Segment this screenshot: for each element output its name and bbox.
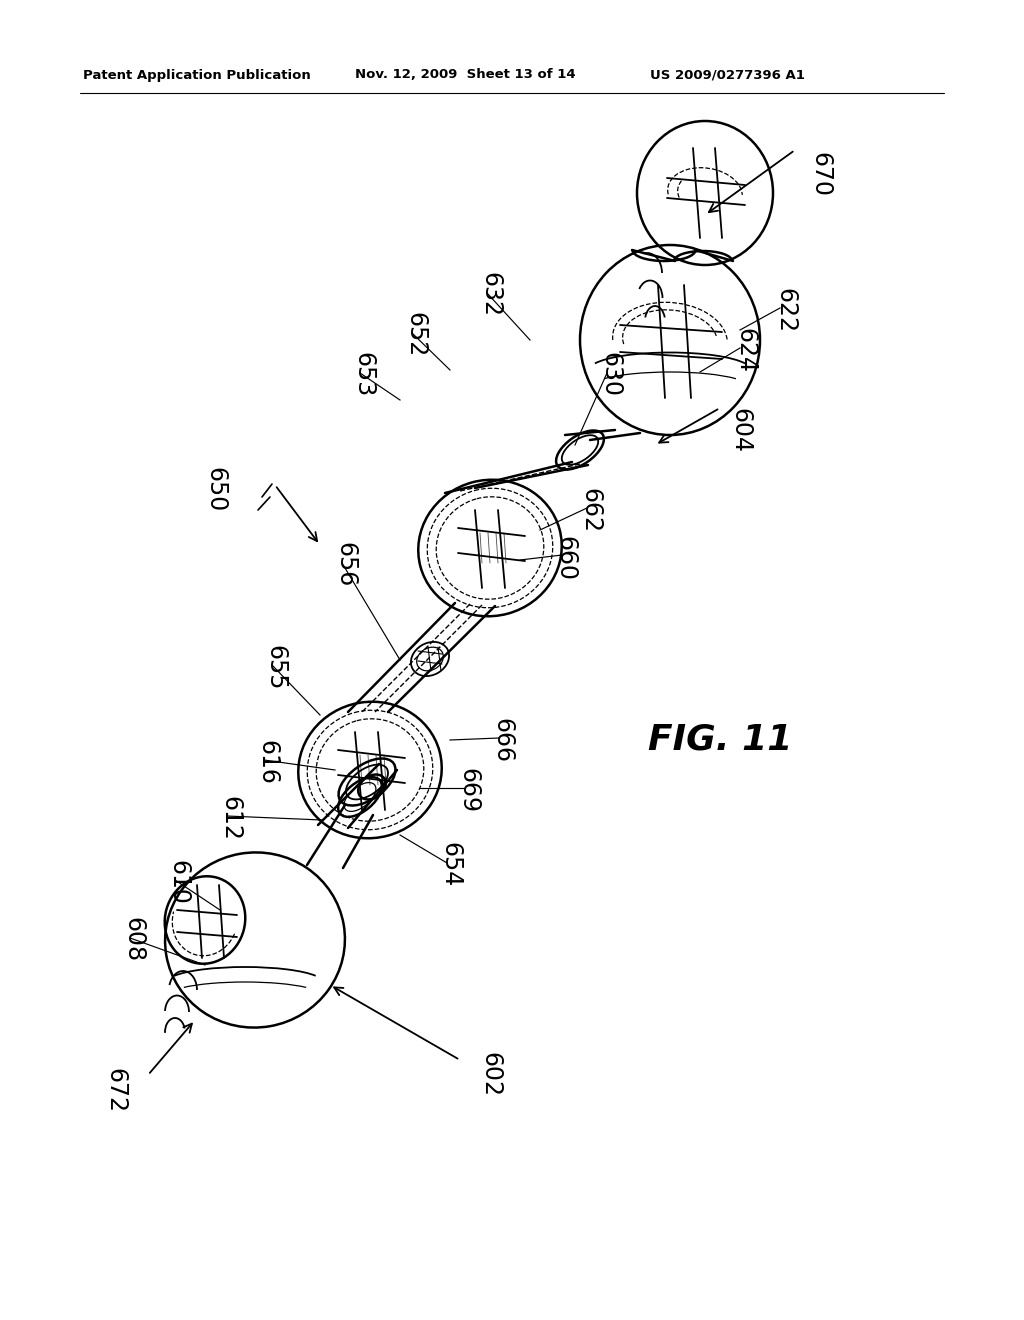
Text: 612: 612 (218, 796, 242, 841)
Text: 608: 608 (121, 917, 145, 962)
Text: 630: 630 (598, 352, 622, 397)
Text: Patent Application Publication: Patent Application Publication (83, 69, 310, 82)
Text: FIG. 11: FIG. 11 (648, 723, 793, 756)
Text: 624: 624 (733, 327, 757, 372)
Text: 604: 604 (728, 408, 752, 453)
Text: 616: 616 (255, 739, 279, 784)
Text: 655: 655 (263, 645, 287, 690)
Text: 632: 632 (478, 272, 502, 318)
Text: 652: 652 (403, 313, 427, 358)
Text: 672: 672 (103, 1068, 127, 1113)
Text: 656: 656 (333, 543, 357, 587)
Text: 602: 602 (478, 1052, 502, 1097)
Text: US 2009/0277396 A1: US 2009/0277396 A1 (650, 69, 805, 82)
Text: 653: 653 (351, 352, 375, 397)
Text: 650: 650 (203, 467, 227, 512)
Text: Nov. 12, 2009  Sheet 13 of 14: Nov. 12, 2009 Sheet 13 of 14 (355, 69, 575, 82)
Text: 610: 610 (166, 859, 190, 904)
Text: 660: 660 (553, 536, 577, 581)
Text: 669: 669 (456, 767, 480, 813)
Text: 662: 662 (578, 487, 602, 532)
Text: 654: 654 (438, 842, 462, 887)
Text: 622: 622 (773, 288, 797, 333)
Text: 666: 666 (490, 718, 514, 763)
Text: 670: 670 (808, 153, 831, 198)
